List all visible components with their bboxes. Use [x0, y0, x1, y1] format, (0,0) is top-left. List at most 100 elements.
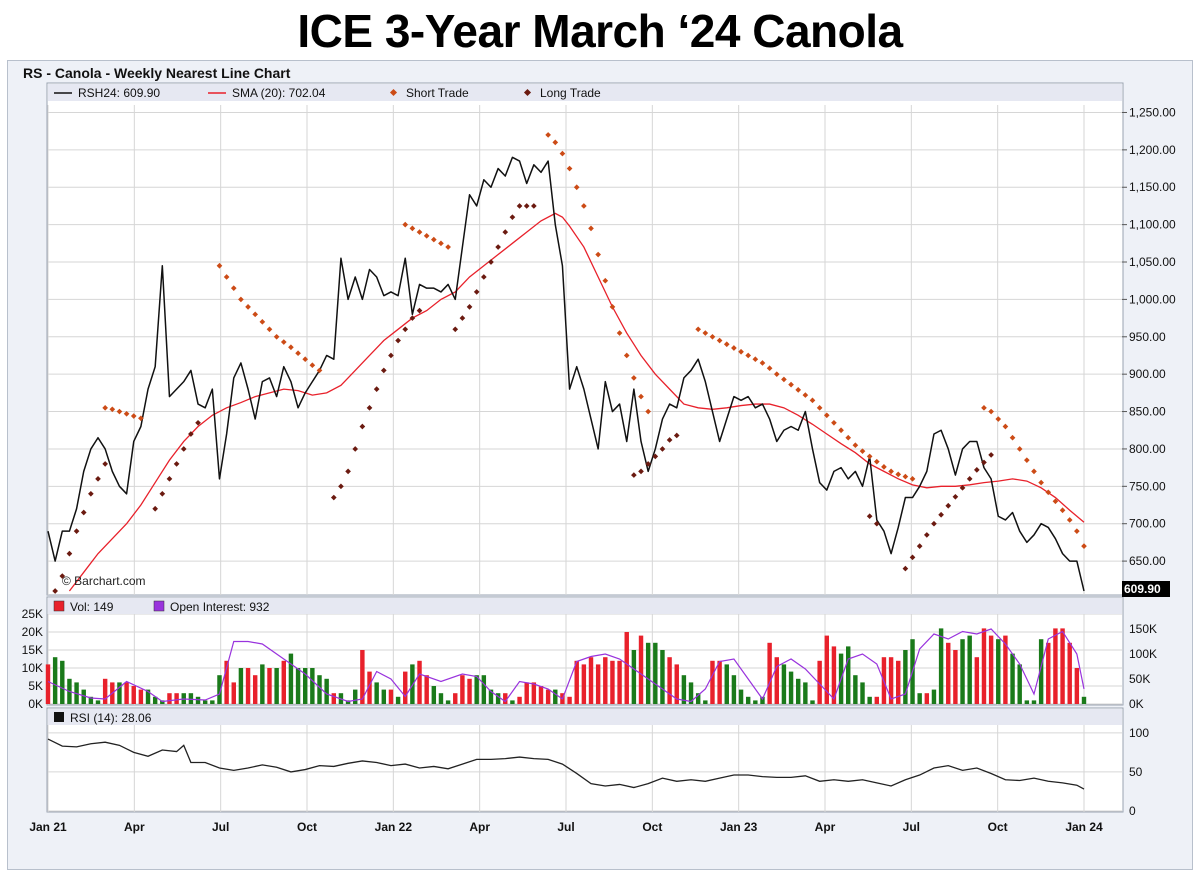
volume-bar — [581, 664, 587, 704]
long-trade-marker — [509, 214, 516, 220]
volume-bar — [1003, 635, 1008, 704]
volume-bar — [295, 668, 301, 704]
volume-bar — [767, 642, 772, 704]
legend-rsi-label: RSI (14): 28.06 — [70, 711, 152, 725]
volume-bar — [781, 664, 787, 704]
long-trade-marker — [366, 404, 373, 411]
volume-left-tick-label: 15K — [22, 643, 43, 657]
volume-bar — [567, 696, 572, 704]
long-trade-marker — [495, 244, 501, 250]
short-trade-marker — [402, 221, 409, 228]
short-trade-marker — [438, 240, 444, 247]
volume-bar — [1010, 653, 1015, 704]
legend-vol-label: Vol: 149 — [70, 600, 114, 614]
long-trade-marker — [652, 453, 659, 460]
volume-bar — [188, 693, 194, 704]
volume-bar — [1017, 664, 1022, 704]
volume-bar — [52, 657, 58, 704]
volume-bar — [517, 696, 522, 704]
volume-bar — [795, 678, 801, 704]
long-trade-marker — [638, 468, 644, 475]
price-tick-label: 850.00 — [1129, 405, 1166, 419]
x-tick-label: Jul — [557, 820, 574, 834]
volume-bar — [617, 660, 622, 704]
volume-bar — [267, 668, 272, 704]
rsi-tick-label: 50 — [1129, 765, 1143, 779]
volume-bar — [445, 700, 451, 704]
x-tick-label: Apr — [815, 820, 836, 834]
short-trade-marker — [859, 448, 866, 455]
short-trade-marker — [759, 360, 766, 366]
volume-left-tick-label: 10K — [22, 661, 43, 675]
volume-bar — [946, 642, 951, 704]
volume-bar — [45, 664, 51, 704]
volume-bar — [460, 675, 465, 704]
long-trade-marker — [66, 550, 73, 557]
volume-bar — [281, 660, 286, 704]
volume-bar — [1053, 628, 1058, 704]
price-tick-label: 700.00 — [1129, 517, 1166, 531]
volume-bar — [645, 642, 651, 704]
long-trade-marker — [916, 543, 923, 549]
volume-bar — [474, 675, 479, 704]
volume-bar — [788, 671, 794, 704]
volume-bar — [695, 693, 701, 704]
volume-bar — [95, 700, 101, 704]
volume-bar — [403, 671, 408, 704]
legend-price-label: RSH24: 609.90 — [78, 86, 160, 100]
long-trade-marker — [502, 229, 509, 235]
long-trade-marker — [516, 203, 523, 209]
long-trade-marker — [981, 459, 987, 466]
short-trade-marker — [1002, 423, 1009, 430]
volume-bar — [867, 696, 872, 704]
long-trade-marker — [166, 476, 173, 482]
volume-bar — [996, 639, 1001, 704]
volume-left-tick-label: 0K — [28, 697, 43, 711]
short-trade-marker — [845, 434, 852, 441]
volume-bar — [817, 660, 822, 704]
short-trade-marker — [1045, 489, 1052, 496]
rsi-line — [47, 738, 1085, 790]
volume-bar — [810, 700, 815, 704]
volume-bar — [1081, 696, 1087, 704]
long-trade-marker — [102, 461, 108, 467]
short-trade-marker — [552, 139, 559, 146]
short-trade-marker — [416, 229, 423, 235]
legend-long-label: Long Trade — [540, 86, 601, 100]
volume-bar — [238, 668, 244, 704]
short-trade-marker — [609, 304, 616, 310]
short-trade-marker — [302, 356, 309, 363]
volume-bar — [495, 693, 501, 704]
long-trade-marker — [380, 367, 387, 374]
long-trade-marker — [388, 352, 394, 359]
long-trade-marker — [673, 432, 680, 439]
volume-bar — [660, 650, 665, 704]
long-trade-marker — [531, 203, 537, 209]
short-trade-marker — [216, 262, 223, 269]
price-tick-label: 800.00 — [1129, 442, 1166, 456]
volume-bar — [703, 700, 708, 704]
long-trade-marker — [938, 511, 944, 518]
rsi-tick-label: 100 — [1129, 726, 1149, 740]
short-trade-marker — [1059, 507, 1066, 514]
volume-bar — [588, 657, 594, 704]
volume-bar — [610, 660, 615, 704]
long-trade-marker — [966, 476, 973, 482]
short-trade-marker — [981, 404, 987, 411]
legend-vol-swatch — [53, 600, 65, 612]
short-trade-marker — [595, 251, 601, 258]
short-trade-marker — [795, 387, 802, 393]
short-trade-marker — [816, 404, 823, 411]
volume-bar — [438, 693, 444, 704]
legend-sma-label: SMA (20): 702.04 — [232, 86, 326, 100]
volume-bar — [524, 682, 529, 704]
short-trade-marker — [723, 341, 730, 348]
volume-bar — [924, 693, 930, 704]
volume-bar — [488, 689, 494, 704]
short-trade-marker — [409, 225, 416, 232]
long-trade-marker — [395, 337, 401, 344]
short-trade-marker — [230, 285, 237, 292]
volume-right-tick-label: 150K — [1129, 622, 1157, 636]
short-trade-marker — [1066, 517, 1073, 523]
short-trade-marker — [223, 274, 230, 280]
